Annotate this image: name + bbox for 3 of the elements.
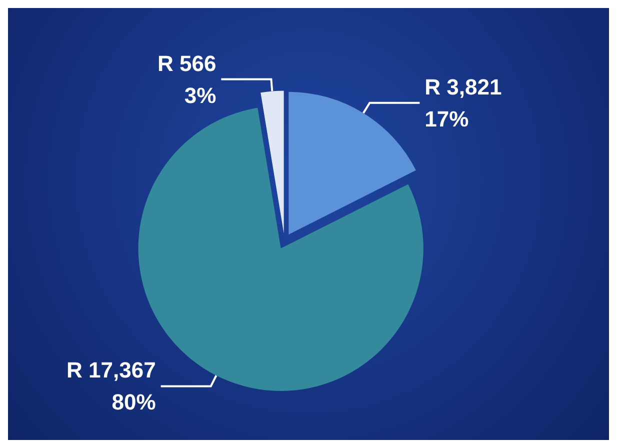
data-label: R 566 3% bbox=[157, 50, 216, 108]
data-label: R 3,821 17% bbox=[424, 74, 502, 132]
data-label: R 17,367 80% bbox=[66, 358, 156, 415]
